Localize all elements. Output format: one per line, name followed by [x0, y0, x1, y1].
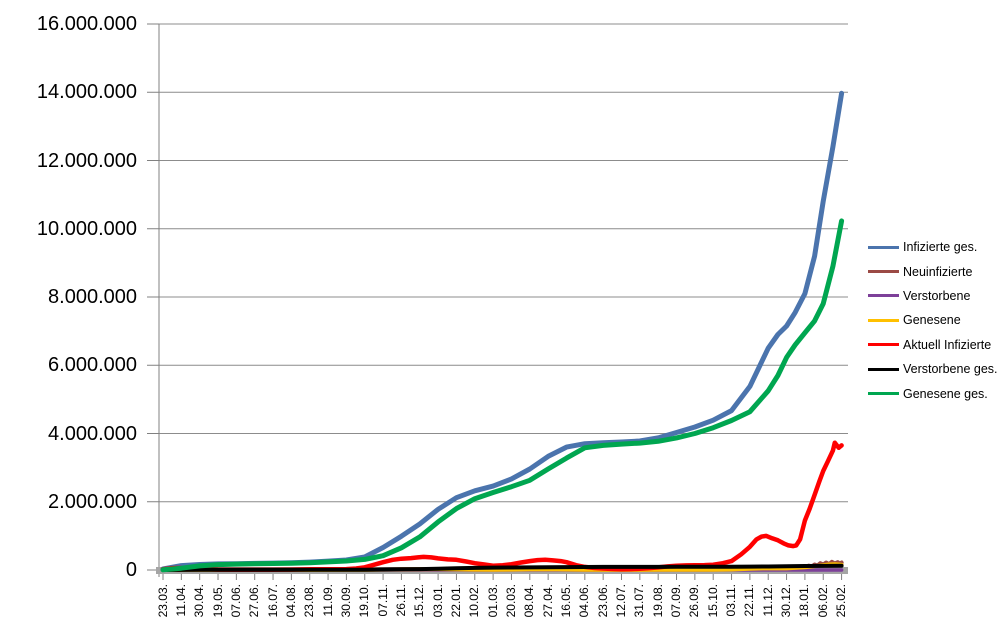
legend-swatch-icon — [868, 318, 899, 322]
y-axis-label: 14.000.000 — [36, 81, 137, 104]
x-axis-label: 30.09. — [338, 584, 353, 618]
x-axis-label: 26.09. — [687, 584, 702, 618]
x-axis-label: 15.10. — [705, 584, 720, 618]
x-axis-label: 22.11. — [742, 584, 757, 617]
legend-swatch-icon — [868, 294, 899, 298]
x-axis-label: 11.04. — [173, 584, 188, 617]
legend-item: Infizierte ges. — [868, 235, 997, 259]
series-line-genesene-ges — [160, 218, 845, 573]
legend-label: Neuinfizierte — [903, 264, 973, 279]
x-axis-label: 04.08. — [283, 584, 298, 618]
x-axis-label: 20.03. — [503, 584, 518, 618]
x-axis-label: 30.04. — [192, 584, 207, 618]
x-axis-label: 08.04. — [522, 584, 537, 618]
x-axis-label: 26.11. — [393, 584, 408, 617]
x-axis-label: 07.06. — [228, 584, 243, 618]
y-axis-label: 2.000.000 — [48, 490, 137, 513]
legend-item: Aktuell Infizierte — [868, 333, 997, 357]
y-axis-label: 0 — [125, 559, 137, 581]
x-axis-label: 19.05. — [210, 584, 225, 618]
x-axis-label: 11.12. — [760, 584, 775, 617]
y-axis-label: 10.000.000 — [36, 217, 137, 240]
x-axis-label: 22.01. — [448, 584, 463, 618]
legend-item: Neuinfizierte — [868, 259, 997, 283]
legend-label: Verstorbene — [903, 288, 971, 303]
x-axis-label: 07.11. — [375, 584, 390, 617]
series-line-aktuell-infizierte — [160, 440, 844, 573]
x-axis-label: 25.02. — [834, 584, 849, 618]
x-axis-label: 23.08. — [302, 584, 317, 618]
x-axis-label: 03.01. — [430, 584, 445, 618]
x-axis-label: 11.09. — [320, 584, 335, 617]
legend-label: Verstorbene ges. — [903, 362, 997, 377]
x-axis-label: 07.09. — [669, 584, 684, 618]
series-line-infizierte-ges — [160, 90, 845, 572]
x-axis-label: 15.12. — [412, 584, 427, 618]
x-axis-label: 27.04. — [540, 584, 555, 618]
y-axis-label: 16.000.000 — [36, 13, 137, 35]
x-axis-label: 19.08. — [650, 584, 665, 618]
legend-swatch-icon — [868, 392, 899, 396]
series-line-verstorbene-ges — [161, 563, 844, 572]
x-axis-label: 03.11. — [724, 584, 739, 617]
x-axis-label: 16.07. — [265, 584, 280, 618]
legend-item: Verstorbene — [868, 284, 997, 308]
x-axis-label: 23.03. — [155, 584, 170, 618]
legend-swatch-icon — [868, 343, 899, 347]
x-axis-label: 12.07. — [614, 584, 628, 618]
legend-swatch-icon — [868, 245, 899, 249]
legend-label: Aktuell Infizierte — [903, 337, 992, 352]
legend: Infizierte ges. Neuinfizierte Verstorbene G… — [868, 235, 997, 406]
x-axis-label: 23.06. — [595, 584, 610, 618]
legend-swatch-icon — [868, 367, 899, 371]
legend-item: Genesene — [868, 308, 997, 332]
legend-item: Genesene ges. — [868, 381, 997, 405]
legend-label: Genesene ges. — [903, 386, 988, 401]
x-axis-label: 31.07. — [632, 584, 647, 618]
x-axis-label: 18.01. — [797, 584, 812, 618]
x-axis-label: 06.02. — [815, 584, 830, 618]
legend-swatch-icon — [868, 270, 899, 274]
x-axis-label: 10.02. — [467, 584, 482, 618]
y-axis-label: 8.000.000 — [48, 286, 137, 308]
legend-item: Verstorbene ges. — [868, 357, 997, 381]
x-axis-label: 04.06. — [577, 584, 592, 618]
y-axis-label: 12.000.000 — [36, 149, 137, 172]
x-axis-label: 19.10. — [357, 584, 372, 618]
y-axis-label: 4.000.000 — [48, 422, 137, 445]
x-axis-label: 16.05. — [558, 584, 573, 618]
x-axis-label: 27.06. — [247, 584, 262, 618]
legend-label: Infizierte ges. — [903, 240, 978, 255]
y-axis-label: 6.000.000 — [48, 354, 137, 377]
x-axis-label: 30.12. — [779, 584, 794, 618]
x-axis-label: 01.03. — [485, 584, 500, 618]
legend-label: Genesene — [903, 313, 961, 328]
